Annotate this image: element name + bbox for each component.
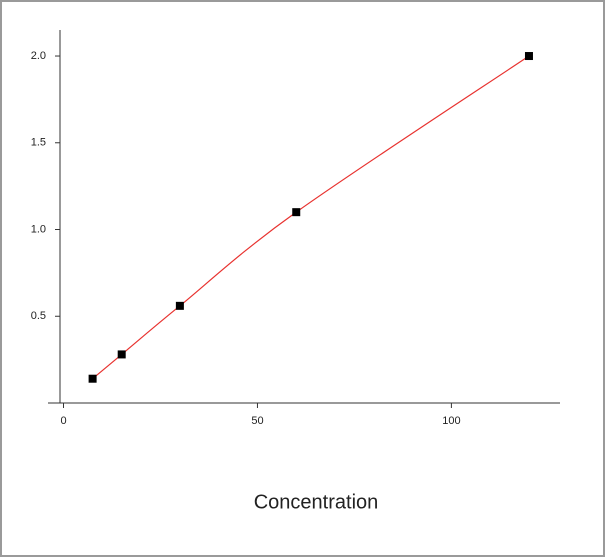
data-point (175, 301, 184, 310)
x-tick-label: 50 (251, 415, 263, 427)
y-tick-label: 1.5 (31, 137, 46, 149)
y-tick-label: 2.0 (31, 50, 46, 62)
data-point (292, 208, 301, 217)
data-point (524, 52, 533, 61)
data-point (88, 374, 97, 383)
y-tick-label: 1.0 (31, 223, 46, 235)
y-tick-label: 0.5 (31, 310, 46, 322)
x-tick-label: 0 (60, 415, 66, 427)
x-axis-label: Concentration (254, 491, 379, 513)
data-point (117, 350, 126, 359)
x-tick-label: 100 (442, 415, 460, 427)
